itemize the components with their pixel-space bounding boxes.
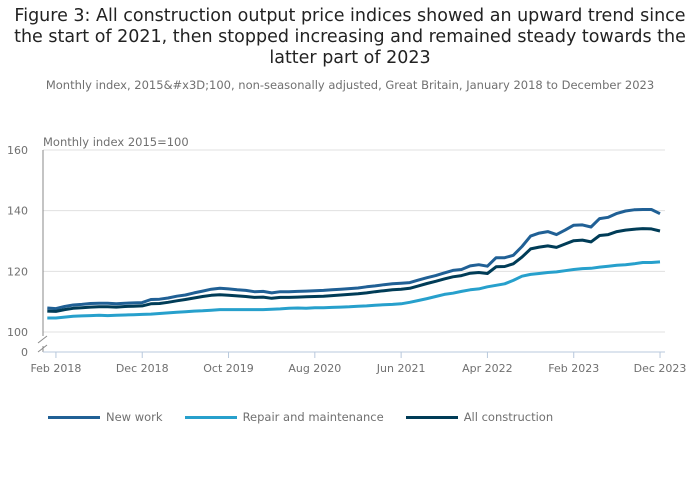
x-tick-label: Dec 2018 xyxy=(116,362,169,375)
x-tick-label: Feb 2018 xyxy=(30,362,81,375)
legend-swatch xyxy=(405,415,458,419)
legend-swatch xyxy=(48,415,100,419)
x-tick-label: Dec 2023 xyxy=(634,362,687,375)
legend-label: Repair and maintenance xyxy=(242,410,384,424)
legend-label: All construction xyxy=(463,410,554,424)
y-tick-label: 120 xyxy=(7,265,28,278)
y-tick-label: 0 xyxy=(21,346,28,359)
chart-subtitle: Monthly index, 2015&#x3D;100, non-season… xyxy=(45,78,655,92)
legend-item[interactable]: Repair and maintenance xyxy=(184,410,384,424)
legend-item[interactable]: All construction xyxy=(405,410,554,424)
y-tick-label: 160 xyxy=(7,144,28,157)
y-axis-label: Monthly index 2015=100 xyxy=(43,135,189,149)
chart-title: Figure 3: All construction output price … xyxy=(14,6,686,68)
series-line-all-construction xyxy=(47,227,661,313)
x-tick-label: Jun 2021 xyxy=(376,362,426,375)
legend: New work Repair and maintenance All constr… xyxy=(48,410,575,424)
y-tick-label: 140 xyxy=(7,205,28,218)
series-line-new-work xyxy=(47,208,661,311)
legend-item[interactable]: New work xyxy=(48,410,163,424)
legend-swatch xyxy=(184,415,237,419)
x-tick-label: Apr 2022 xyxy=(462,362,513,375)
y-tick-label: 100 xyxy=(7,326,28,339)
x-tick-label: Aug 2020 xyxy=(288,362,341,375)
legend-label: New work xyxy=(106,410,163,424)
axis-break-mark xyxy=(37,344,48,353)
x-tick-label: Oct 2019 xyxy=(203,362,254,375)
series-line-repair-and-maintenance xyxy=(47,260,661,320)
x-tick-label: Feb 2023 xyxy=(548,362,599,375)
axis-break-mark xyxy=(37,335,48,344)
